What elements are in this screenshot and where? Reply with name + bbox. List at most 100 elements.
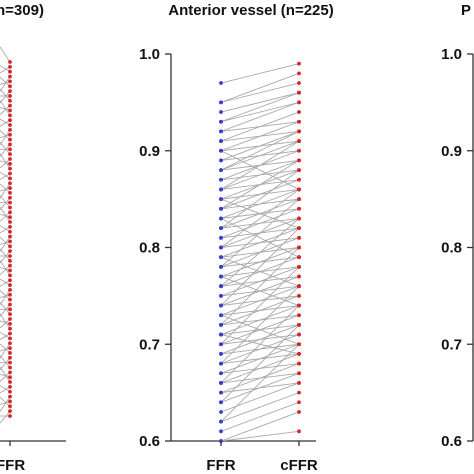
pair-line [220,82,300,103]
left-pair-line [0,304,11,317]
left-cffr-point [8,355,12,360]
left-pair-line [0,248,11,262]
left-pair-line [0,357,11,371]
left-pair-line [0,343,11,354]
left-cffr-point [8,157,12,161]
center-category-ffr: FFR [206,457,235,474]
cffr-point [297,361,301,366]
left-cffr-point [8,186,12,190]
ffr-point [219,226,223,231]
left-pair-line [0,118,11,126]
ffr-point [219,158,223,163]
left-pair-line [0,66,11,74]
cffr-point [297,381,301,385]
left-cffr-point [8,229,12,234]
pair-line [220,324,300,355]
cffr-point [297,187,301,192]
center-y-tick-label: 1.0 [139,46,160,63]
cffr-point [297,226,301,231]
ffr-point [219,284,223,289]
ffr-point [219,361,223,366]
left-pair-line [0,100,11,116]
left-cffr-point [8,394,12,399]
cffr-point [297,100,301,105]
pair-line [220,266,300,297]
left-pair-line [0,129,11,146]
ffr-point [219,139,223,143]
left-panel-title: n=309) [0,2,44,19]
left-cffr-point [8,365,12,370]
left-cffr-point [8,113,12,118]
left-pair-line [0,141,11,155]
left-cffr-point [8,103,12,108]
left-pair-line [0,197,11,211]
pair-line [220,72,300,103]
pair-line [220,198,300,268]
left-pair-line [0,385,11,393]
left-cffr-point [8,263,12,268]
left-cffr-point [8,258,12,263]
left-pair-line [0,386,11,394]
ffr-point [219,332,223,337]
right-y-tick-label: 0.7 [441,336,462,353]
ffr-point [219,255,223,260]
left-pair-line [0,76,11,92]
left-cffr-dots [8,60,12,418]
center-pair-lines [220,63,300,442]
pair-line [220,101,300,123]
left-pair-line [0,355,11,368]
cffr-point [297,245,301,250]
left-pair-line [0,211,11,222]
pair-line [220,63,300,84]
left-cffr-point [8,307,12,312]
ffr-point [219,129,223,134]
left-pair-line [0,236,11,247]
left-cffr-point [8,254,12,258]
right-y-tick-label: 0.8 [441,240,462,257]
pair-line [220,92,300,123]
left-pair-line [0,278,11,286]
pair-line [220,295,300,326]
pair-line [220,285,300,364]
pair-line [220,343,300,374]
left-pair-line [0,88,11,102]
cffr-point [297,352,301,356]
pair-line [220,430,300,442]
left-cffr-point [8,278,12,283]
left-cffr-point [8,380,12,384]
pair-line [220,140,300,171]
left-cffr-point [8,244,12,249]
pair-line [220,247,300,326]
center-dots [219,61,301,443]
pair-line [220,189,300,248]
left-pair-line [0,105,11,115]
left-cffr-point [8,123,12,127]
pair-line [220,218,300,258]
left-cffr-point [8,297,12,302]
left-pair-line [0,173,11,180]
cffr-point [297,139,301,143]
cffr-point [297,81,301,85]
left-cffr-point [8,161,12,166]
pair-line [220,353,300,384]
left-pair-line [0,65,11,73]
cffr-point [297,293,301,298]
left-pair-line [0,236,11,252]
ffr-point [219,410,223,414]
left-cffr-point [8,152,12,157]
pair-line [220,189,300,219]
left-pair-line [0,144,11,157]
left-pair-line [0,332,11,339]
ffr-point [219,187,223,192]
left-cffr-point [8,60,12,64]
left-cffr-point [8,234,12,239]
left-pair-line [0,119,11,127]
cffr-point [297,342,301,347]
cffr-point [297,61,301,66]
pair-line [220,372,300,403]
center-chart-title: Anterior vessel (n=225) [168,2,334,19]
cffr-point [297,429,301,434]
ffr-point [219,429,223,434]
pair-line [220,140,300,190]
